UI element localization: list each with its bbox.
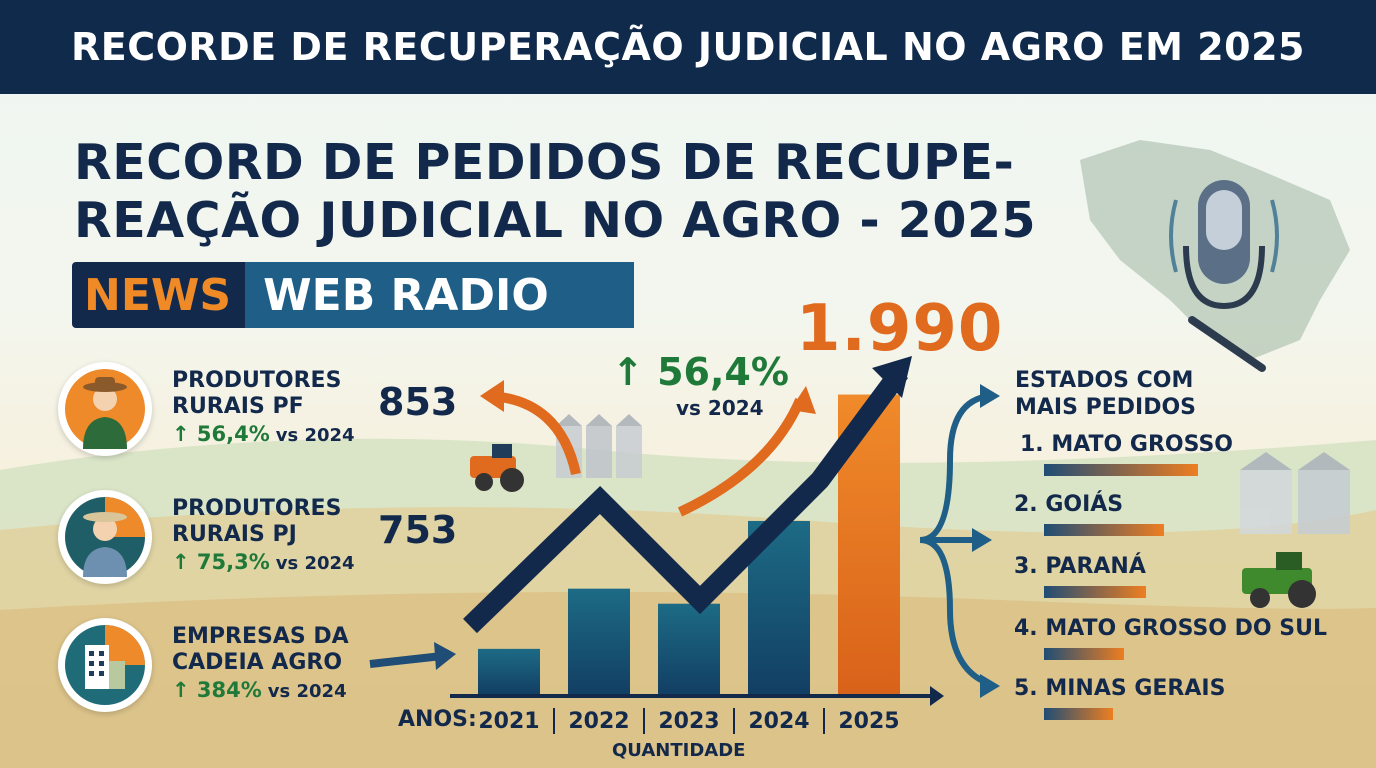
bar-2023 [658, 603, 720, 694]
segment-arrow [369, 652, 443, 668]
segment-delta: ↑ 384% vs 2024 [172, 678, 347, 702]
state-item: 5. MINAS GERAIS [1014, 676, 1226, 701]
state-share-bar [1044, 586, 1146, 598]
state-share-bar [1044, 524, 1165, 536]
tractor-icon [470, 444, 524, 492]
states-title: ESTADOS COM MAIS PEDIDOS [1015, 368, 1197, 420]
segment-pj: PRODUTORES RURAIS PJ 753 ↑ 75,3% vs 2024 [58, 490, 478, 600]
top-banner: RECORDE DE RECUPERAÇÃO JUDICIAL NO AGRO … [0, 0, 1376, 94]
branch-arrowhead [980, 674, 1000, 698]
main-headline: RECORD DE PEDIDOS DE RECUPE- REAÇÃO JUDI… [74, 134, 1054, 250]
segment-label: PRODUTORES RURAIS PF [172, 368, 342, 419]
state-share-bar [1044, 708, 1114, 720]
segment-value: 853 [378, 380, 458, 424]
tick-label-2023: 2023 [658, 709, 719, 734]
state-item: 1. MATO GROSSO [1020, 432, 1234, 457]
orange-arrowhead-left [480, 380, 504, 412]
state-share-bar [1044, 648, 1125, 660]
segment-empresas: EMPRESAS DA CADEIA AGRO ↑ 384% vs 2024 [58, 618, 478, 728]
segment-delta: ↑ 75,3% vs 2024 [172, 550, 355, 574]
orange-arrow-right [677, 398, 805, 517]
trend-arrow [463, 366, 909, 634]
orange-arrow-left [489, 391, 581, 476]
tick-label-2024: 2024 [748, 709, 809, 734]
growth-percent: ↑ 56,4% [612, 350, 789, 394]
farmer-icon [58, 362, 152, 456]
tick-label-2025: 2025 [838, 709, 899, 734]
microphone-icon [1169, 180, 1279, 372]
farmer-woman-icon [58, 490, 152, 584]
state-share-bar [1044, 464, 1198, 476]
total-value-2025: 1.990 [796, 292, 1004, 366]
state-item: 2. GOIÁS [1014, 492, 1124, 517]
tick-label-2022: 2022 [568, 709, 629, 734]
state-item: 4. MATO GROSSO DO SUL [1014, 616, 1328, 641]
trend-arrowhead [872, 356, 912, 398]
segment-value: 753 [378, 508, 458, 552]
growth-vs-label: vs 2024 [676, 396, 764, 420]
bar-2022 [568, 588, 630, 694]
brand-badge: NEWS WEB RADIO [72, 262, 634, 328]
segment-pf: PRODUTORES RURAIS PF 853 ↑ 56,4% vs 2024 [58, 362, 478, 472]
x-axis-arrowhead [930, 686, 944, 706]
states-branch-arrows [919, 393, 992, 687]
brand-news: NEWS [84, 269, 232, 321]
bar-2021 [478, 648, 540, 694]
branch-arrowhead [972, 528, 992, 552]
state-item: 3. PARANÁ [1014, 554, 1146, 579]
branch-arrowhead [980, 384, 1000, 408]
silo-right-icon [1240, 452, 1350, 534]
x-axis-label: QUANTIDADE [612, 740, 746, 761]
orange-arrowhead-right [790, 386, 816, 414]
banner-title: RECORDE DE RECUPERAÇÃO JUDICIAL NO AGRO … [71, 25, 1305, 69]
segment-label: PRODUTORES RURAIS PJ [172, 496, 342, 547]
segment-delta: ↑ 56,4% vs 2024 [172, 422, 355, 446]
segment-arrowhead [434, 642, 456, 670]
headline-line-2: REAÇÃO JUDICIAL NO AGRO - 2025 [74, 192, 1037, 249]
brand-web-radio: WEB RADIO [245, 262, 634, 328]
segment-label: EMPRESAS DA CADEIA AGRO [172, 624, 349, 675]
tractor-green-icon [1242, 552, 1316, 608]
headline-line-1: RECORD DE PEDIDOS DE RECUPE- [74, 134, 1015, 191]
buildings-icon [58, 618, 152, 712]
tick-label-2021: 2021 [478, 709, 539, 734]
x-axis-prefix: ANOS: [398, 707, 477, 732]
